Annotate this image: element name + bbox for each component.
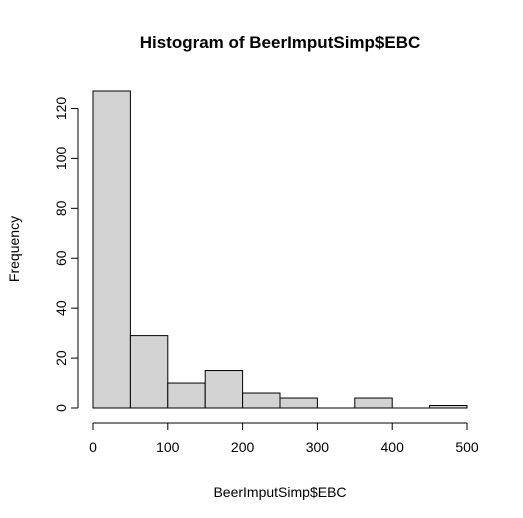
histogram-bar-250-300 [279, 397, 318, 409]
x-axis-label: BeerImputSimp$EBC [213, 484, 346, 500]
y-tick-label-40: 40 [53, 300, 69, 316]
x-axis: 0 100 200 300 400 500 [89, 422, 479, 455]
x-tick-label-500: 500 [455, 439, 479, 455]
x-tick-label-300: 300 [306, 439, 330, 455]
x-tick-label-100: 100 [156, 439, 180, 455]
histogram-bar-100-150 [167, 382, 206, 409]
y-axis-label: Frequency [6, 216, 22, 282]
histogram-bar-350-400 [354, 397, 393, 409]
histogram-bar-450-500 [429, 405, 468, 409]
histogram-bar-0-50 [92, 90, 131, 409]
histogram-bar-200-250 [242, 392, 281, 409]
x-tick-label-400: 400 [381, 439, 405, 455]
y-tick-label-20: 20 [53, 350, 69, 366]
chart-title: Histogram of BeerImputSimp$EBC [140, 33, 421, 52]
y-tick-label-100: 100 [53, 147, 69, 171]
y-tick-label-120: 120 [53, 97, 69, 121]
x-tick-label-200: 200 [231, 439, 255, 455]
histogram-bar-150-200 [204, 370, 244, 409]
y-tick-label-80: 80 [53, 200, 69, 216]
y-axis: 0 20 40 60 80 100 120 [53, 97, 79, 412]
x-tick-label-0: 0 [89, 439, 97, 455]
y-tick-label-60: 60 [53, 250, 69, 266]
y-tick-label-0: 0 [53, 404, 69, 412]
bars-group [92, 90, 468, 409]
histogram-bar-50-100 [129, 335, 169, 409]
